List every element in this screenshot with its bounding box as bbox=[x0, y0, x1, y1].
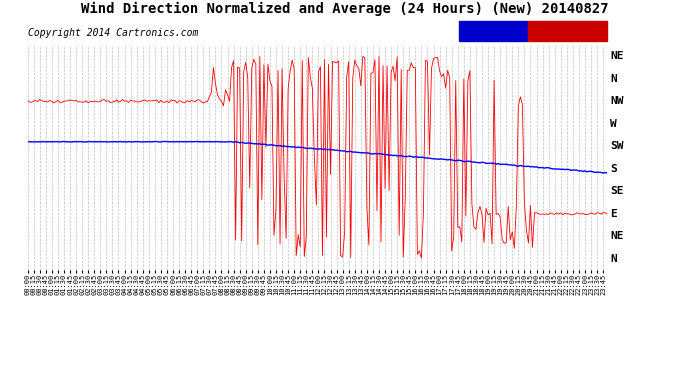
Text: Direction: Direction bbox=[541, 26, 594, 36]
Text: NE: NE bbox=[610, 51, 624, 61]
Text: Average: Average bbox=[473, 26, 514, 36]
Text: Copyright 2014 Cartronics.com: Copyright 2014 Cartronics.com bbox=[28, 28, 198, 38]
Text: NW: NW bbox=[610, 96, 624, 106]
Text: SE: SE bbox=[610, 186, 624, 196]
Text: N: N bbox=[610, 254, 617, 264]
Text: N: N bbox=[610, 74, 617, 84]
Text: W: W bbox=[610, 119, 617, 129]
Text: NE: NE bbox=[610, 231, 624, 241]
Text: Wind Direction Normalized and Average (24 Hours) (New) 20140827: Wind Direction Normalized and Average (2… bbox=[81, 2, 609, 16]
Text: E: E bbox=[610, 209, 617, 219]
Text: SW: SW bbox=[610, 141, 624, 151]
Text: S: S bbox=[610, 164, 617, 174]
